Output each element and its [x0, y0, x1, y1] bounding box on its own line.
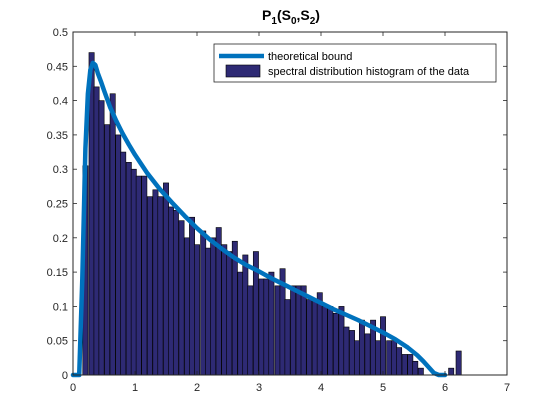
histogram-bar — [396, 347, 403, 376]
histogram-bar — [152, 189, 159, 376]
x-tick-label: 1 — [132, 382, 138, 394]
histogram-bar — [120, 151, 127, 376]
y-axis-ticks: 0 0.05 0.1 0.15 0.2 0.25 0.3 0.35 0.4 0.45 0.5 — [47, 27, 507, 382]
legend-label-curve: theoretical bound — [268, 51, 352, 63]
histogram-bar — [274, 285, 281, 376]
histogram-bar — [258, 278, 265, 376]
x-tick-label: 5 — [380, 382, 386, 394]
x-tick-label: 6 — [442, 382, 448, 394]
histogram-bar — [205, 247, 212, 376]
histogram-bar — [141, 175, 148, 376]
histogram-bar — [130, 168, 137, 376]
x-tick-label: 4 — [318, 382, 324, 394]
histogram-bar — [135, 175, 142, 376]
histogram-bar — [93, 86, 100, 376]
histogram-bar — [354, 340, 360, 376]
histogram-bar — [311, 299, 318, 376]
histogram-bar — [306, 299, 313, 376]
histogram-bar — [263, 278, 270, 376]
x-axis-ticks: 0 1 2 3 4 5 6 7 — [70, 32, 510, 394]
chart-title: P1(S0,S2) — [262, 7, 320, 27]
theoretical-curve-layer — [70, 60, 448, 378]
histogram-bar — [98, 100, 105, 376]
histogram-bar — [268, 271, 275, 376]
y-tick-label: 0.2 — [53, 233, 68, 245]
histogram-bar — [284, 299, 291, 376]
legend-label-histogram: spectral distribution histogram of the d… — [268, 66, 470, 78]
histogram-bar — [290, 285, 297, 376]
x-tick-label: 0 — [70, 382, 76, 394]
y-tick-label: 0.05 — [47, 336, 68, 348]
histogram-bar — [242, 254, 249, 376]
y-tick-label: 0.35 — [47, 130, 68, 142]
legend-box — [213, 43, 497, 83]
histogram-bar — [391, 340, 398, 376]
histogram-bar — [163, 182, 169, 376]
histogram-bar — [104, 124, 111, 376]
histogram-bar — [247, 285, 254, 376]
histogram-bar — [375, 340, 381, 376]
x-tick-label: 3 — [256, 382, 262, 394]
histogram-bar — [332, 312, 339, 376]
y-tick-label: 0.4 — [53, 96, 68, 108]
histogram-bar — [412, 360, 419, 376]
histogram-bar — [157, 196, 164, 376]
histogram-bar — [321, 306, 328, 376]
histogram-bar — [226, 251, 233, 376]
y-tick-label: 0.15 — [47, 267, 68, 279]
histogram-bar — [109, 93, 116, 376]
histogram-bar — [172, 210, 179, 376]
histogram-bar — [200, 230, 207, 376]
histogram-bar — [194, 244, 200, 376]
histogram-bar — [386, 340, 393, 376]
histogram-bar — [178, 220, 185, 376]
histogram-bar — [210, 237, 217, 376]
x-tick-label: 7 — [504, 382, 510, 394]
histogram-bar — [115, 134, 122, 376]
histogram-bar — [168, 206, 174, 376]
histogram-bar — [380, 316, 386, 376]
histogram-bar — [358, 319, 365, 376]
histogram-bar — [221, 244, 228, 376]
y-tick-label: 0.5 — [53, 27, 68, 39]
histogram-bar — [448, 367, 455, 376]
histogram-bar — [349, 330, 355, 376]
histogram-bar — [343, 326, 350, 376]
histogram-bar — [146, 196, 153, 376]
histogram-bar — [455, 350, 462, 376]
y-tick-label: 0.25 — [47, 199, 68, 211]
histogram-bar — [125, 162, 132, 376]
histogram-bar — [327, 306, 334, 376]
y-tick-label: 0 — [62, 370, 68, 382]
histogram-bar — [237, 271, 244, 376]
histogram-bar — [401, 354, 408, 376]
histogram-bar — [189, 216, 195, 376]
histogram-bar — [184, 237, 191, 376]
histogram-bar — [407, 354, 414, 376]
histogram-bar — [295, 285, 302, 376]
histogram-bar — [300, 285, 307, 376]
histogram-bar — [417, 367, 424, 376]
legend-bar-swatch — [225, 64, 261, 78]
y-tick-label: 0.3 — [53, 164, 68, 176]
histogram-bar — [338, 306, 345, 376]
legend: theoretical bound spectral distribution … — [213, 43, 497, 83]
x-tick-label: 2 — [194, 382, 200, 394]
histogram-bar — [364, 333, 371, 376]
theoretical-bound-line — [70, 60, 448, 378]
y-tick-label: 0.1 — [53, 301, 68, 313]
y-tick-label: 0.45 — [47, 61, 68, 73]
